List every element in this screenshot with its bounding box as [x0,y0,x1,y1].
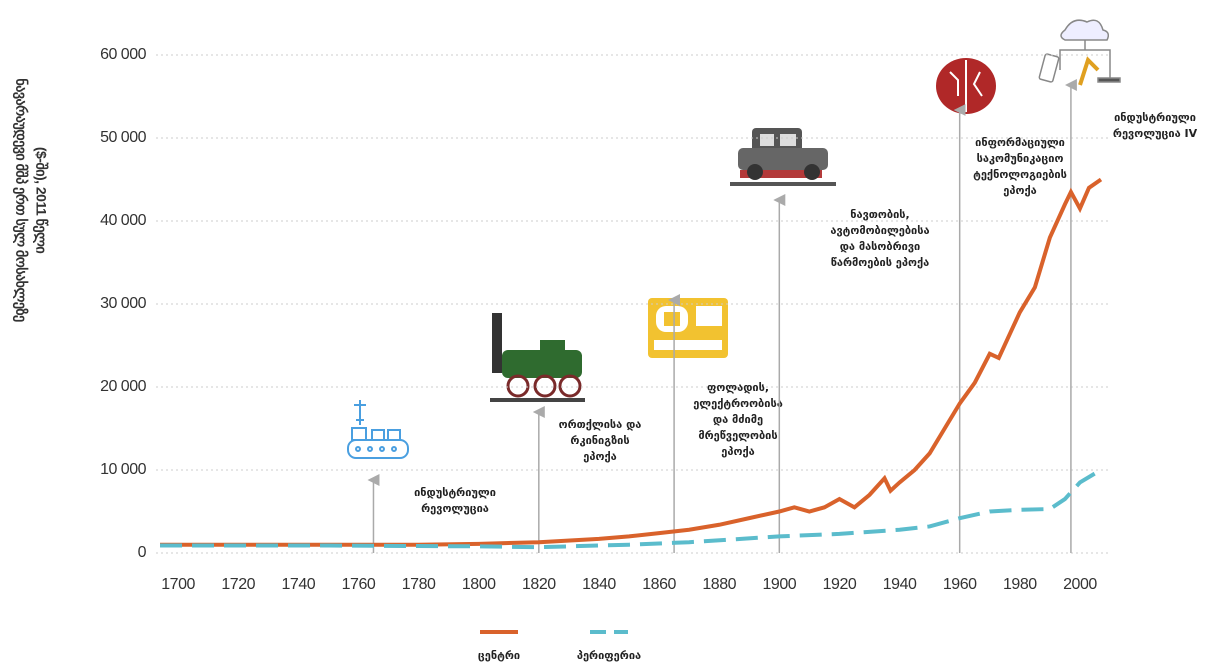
x-tick-label: 1940 [883,576,917,593]
x-tick-label: 1840 [582,576,616,593]
annotation-text: ნავთობის, [850,208,909,221]
annotation-text: ეპოქა [1003,184,1036,197]
series-line [160,177,1103,547]
annotation-text: და მასობრივი [840,240,921,253]
x-tick-label: 1980 [1003,576,1037,593]
x-tick-label: 1880 [702,576,736,593]
annotation-text: მრეწველობის [698,429,777,442]
x-tick-label: 1920 [823,576,857,593]
car-icon [730,128,836,186]
annotation-text: და მძიმე [713,413,763,426]
x-tick-label: 1700 [161,576,195,593]
annotation-text: ინდუსტრიული [1114,111,1196,124]
x-tick-label: 1860 [642,576,676,593]
x-tick-label: 1800 [462,576,496,593]
annotation-text: რკინიგზის [570,434,629,447]
y-tick-label: 40 000 [100,212,147,229]
conveyor-icon [347,400,409,459]
y-axis-label: ($-ში), 2011 წელი [32,147,49,254]
annotation-text: ინფორმაციული [975,136,1065,149]
x-tick-label: 1720 [221,576,255,593]
annotation-text: ეპოქა [721,445,754,458]
annotation-text: ფოლადის, [707,381,769,394]
y-axis-label: ნავარაუდევი მშპ ერთ სულ მოსახლეზე [12,78,29,322]
x-tick-label: 1740 [282,576,316,593]
x-tick-label: 1900 [763,576,797,593]
network-icon [1038,19,1121,86]
y-tick-label: 60 000 [100,46,147,63]
annotation-text: საკომუნიკაციო [977,152,1064,165]
annotation-text: ავტომობილებისა [830,224,929,237]
y-tick-label: 30 000 [100,295,147,312]
annotation-text: ელექტროობისა [693,397,783,410]
factory-icon [648,298,728,358]
x-tick-label: 2000 [1063,576,1097,593]
annotation-text: ორთქლისა და [559,418,642,431]
x-tick-label: 1760 [342,576,376,593]
x-tick-label: 1780 [402,576,436,593]
annotation-text: წარმოების ეპოქა [831,256,929,269]
annotation-text: ეპოქა [583,450,616,463]
x-tick-label: 1960 [943,576,977,593]
annotation-text: ტექნოლოგიების [973,168,1067,181]
x-tick-label: 1820 [522,576,556,593]
y-tick-label: 0 [138,544,147,561]
annotation-text: რევოლუცია [421,502,489,515]
annotation-text: ინდუსტრიული [414,486,496,499]
brain-icon [936,58,996,114]
y-tick-label: 10 000 [100,461,147,478]
legend-label: ცენტრი [478,649,520,662]
y-tick-label: 20 000 [100,378,147,395]
annotation-text: რევოლუცია IV [1113,127,1198,140]
locomotive-icon [490,313,585,402]
y-tick-label: 50 000 [100,129,147,146]
legend-label: პერიფერია [577,649,641,662]
series-line [160,469,1099,550]
